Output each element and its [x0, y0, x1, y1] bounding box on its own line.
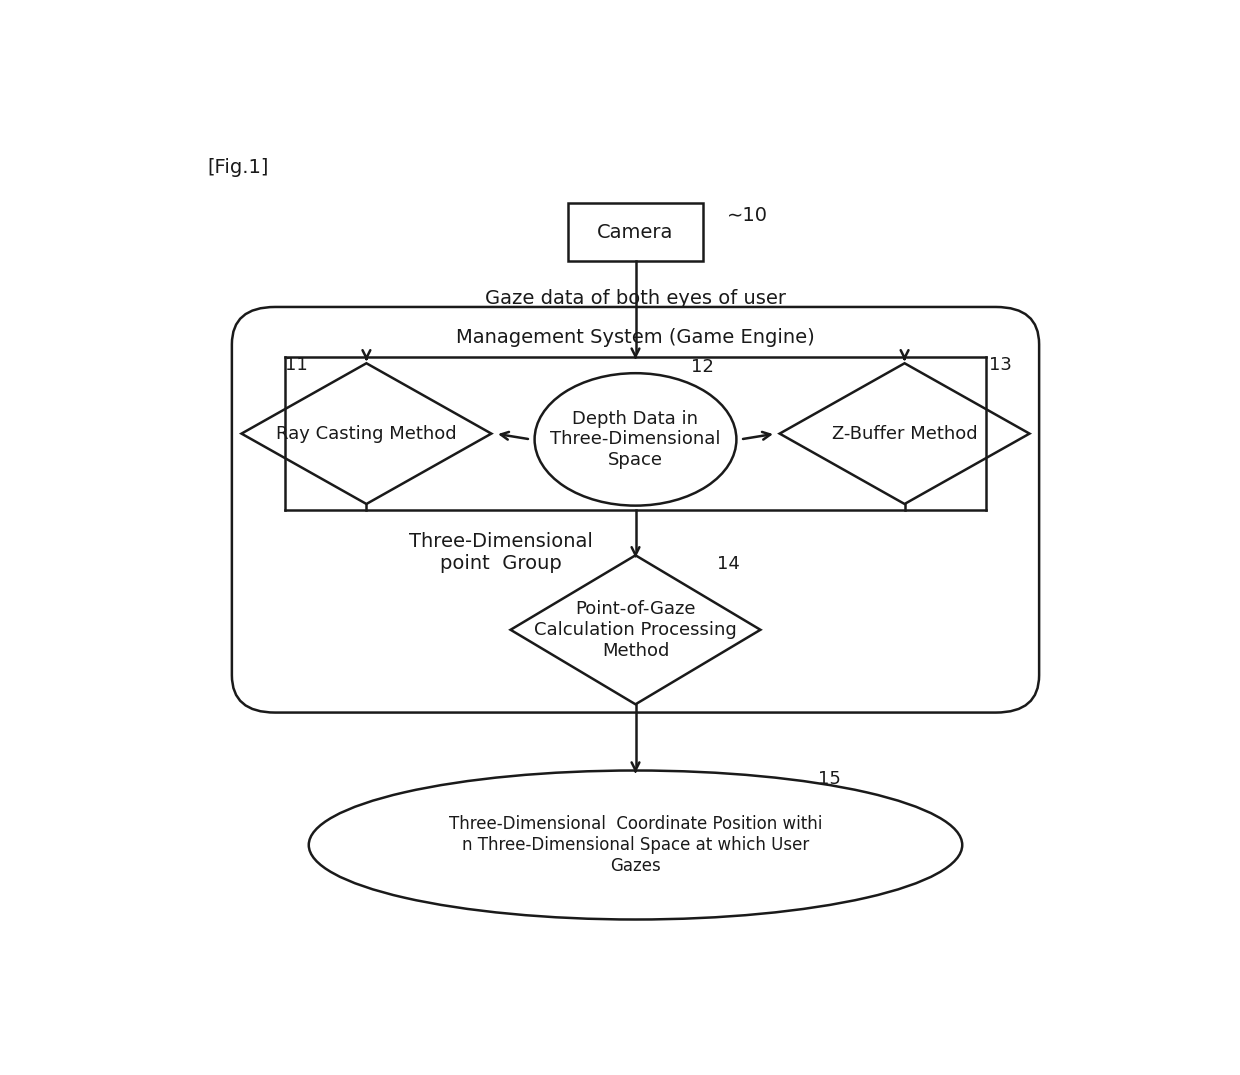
- Text: ∼10: ∼10: [727, 206, 768, 226]
- Text: Depth Data in
Three-Dimensional
Space: Depth Data in Three-Dimensional Space: [551, 410, 720, 469]
- Ellipse shape: [309, 771, 962, 919]
- Polygon shape: [511, 556, 760, 704]
- Ellipse shape: [534, 373, 737, 505]
- FancyBboxPatch shape: [232, 307, 1039, 713]
- Text: [Fig.1]: [Fig.1]: [208, 158, 269, 177]
- Text: Three-Dimensional  Coordinate Position withi
n Three-Dimensional Space at which : Three-Dimensional Coordinate Position wi…: [449, 815, 822, 875]
- Text: Three-Dimensional
point  Group: Three-Dimensional point Group: [409, 532, 593, 573]
- Text: Camera: Camera: [598, 223, 673, 242]
- Text: 11: 11: [285, 356, 308, 374]
- Polygon shape: [242, 363, 491, 504]
- Text: 12: 12: [691, 358, 714, 376]
- Polygon shape: [780, 363, 1029, 504]
- Text: 13: 13: [990, 356, 1012, 374]
- Text: Point-of-Gaze
Calculation Processing
Method: Point-of-Gaze Calculation Processing Met…: [534, 600, 737, 660]
- FancyBboxPatch shape: [568, 203, 703, 261]
- Text: Management System (Game Engine): Management System (Game Engine): [456, 328, 815, 346]
- Text: Z-Buffer Method: Z-Buffer Method: [832, 425, 977, 443]
- Text: Ray Casting Method: Ray Casting Method: [277, 425, 456, 443]
- Text: 15: 15: [818, 770, 841, 788]
- Text: Gaze data of both eyes of user: Gaze data of both eyes of user: [485, 289, 786, 309]
- Text: 14: 14: [717, 555, 740, 573]
